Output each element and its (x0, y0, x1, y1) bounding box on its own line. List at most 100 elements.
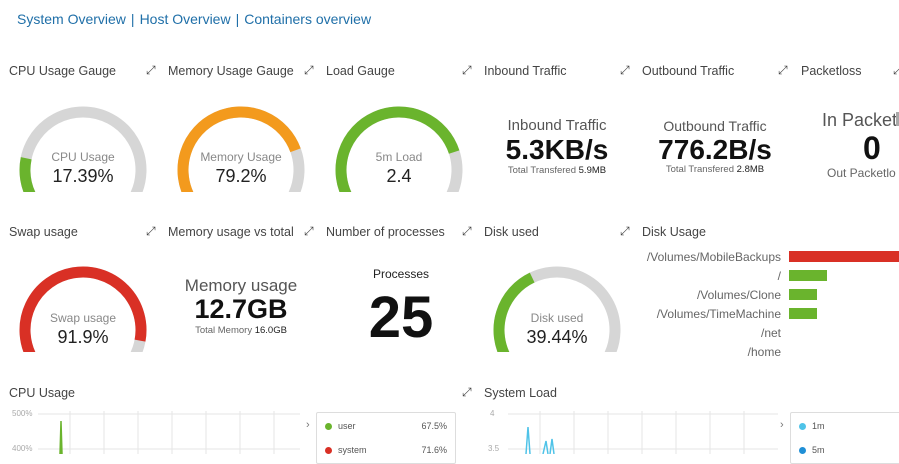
disk-usage-bar (789, 270, 827, 281)
processes-title: Processes (372, 267, 430, 281)
legend-value: 67.5% (421, 421, 447, 431)
panel-title-disk-usage: Disk Usage (642, 225, 706, 239)
expand-icon[interactable]: ⤢ (462, 385, 472, 399)
expand-icon[interactable]: ⤢ (778, 63, 788, 77)
total-label: Total Memory (195, 325, 253, 336)
panel-title-cpu-gauge: CPU Usage Gauge (9, 64, 117, 78)
expand-icon[interactable]: ⤢ (304, 63, 314, 77)
dashboard-nav: System Overview | Host Overview | Containers… (17, 11, 371, 27)
panel-title-processes: Number of processes (326, 225, 445, 239)
disk-usage-label: / (777, 269, 781, 283)
disk-used-gauge (493, 266, 621, 352)
load-legend: 1m 5m (790, 412, 899, 464)
memtotal-value: 12.7GB (194, 294, 288, 324)
expand-icon[interactable]: ⤢ (893, 63, 899, 77)
legend-dot (325, 423, 332, 431)
panel-title-outbound: Outbound Traffic (642, 64, 735, 78)
panel-title-disk-used: Disk used (484, 225, 539, 239)
packetloss-title: In Packetlo (822, 110, 899, 130)
cpu-spike-line (59, 420, 63, 454)
cpu-usage-gauge (19, 106, 147, 192)
expand-icon[interactable]: ⤢ (620, 63, 630, 77)
outbound-title: Outbound Traffic (663, 118, 767, 134)
gauge-fill (19, 157, 36, 192)
outbound-total: Total Transfered 2.8MB (642, 164, 788, 175)
gauge-label: 5m Load (375, 150, 423, 164)
memtotal-title: Memory usage (184, 276, 298, 295)
disk-usage-bar (789, 308, 817, 319)
y-tick-label: 4 (490, 409, 495, 418)
cpu-usage-plot (38, 411, 300, 454)
packetloss-value: 0 (863, 130, 881, 166)
gauge-label: Swap usage (49, 311, 117, 325)
legend-item: 1m (799, 421, 825, 431)
disk-usage-bar (789, 289, 817, 300)
inbound-value: 5.3KB/s (505, 134, 609, 165)
expand-icon[interactable]: ⤢ (304, 224, 314, 238)
memtotal-total: Total Memory 16.0GB (168, 325, 314, 336)
panel-title-memory-gauge: Memory Usage Gauge (168, 64, 294, 78)
legend-name: 5m (812, 445, 825, 455)
chevron-right-icon[interactable]: › (306, 419, 310, 431)
gauge-fill (493, 272, 535, 352)
panel-title-cpu-usage: CPU Usage (9, 386, 75, 400)
expand-icon[interactable]: ⤢ (620, 224, 630, 238)
nav-separator: | (130, 11, 135, 27)
outbound-value: 776.2B/s (658, 134, 772, 165)
chevron-right-icon[interactable]: › (780, 419, 784, 431)
legend-item: user 67.5% (325, 421, 447, 431)
inbound-title: Inbound Traffic (507, 117, 607, 134)
legend-item: 5m (799, 445, 825, 455)
y-tick-label: 3.5 (488, 444, 500, 453)
expand-icon[interactable]: ⤢ (462, 63, 472, 77)
legend-dot (325, 447, 332, 455)
legend-name: 1m (812, 421, 825, 431)
legend-item: system 71.6% (325, 445, 447, 455)
processes-value: 25 (368, 285, 434, 350)
legend-dot (799, 447, 806, 455)
nav-containers-overview[interactable]: Containers overview (244, 11, 372, 27)
system-load-plot (508, 411, 778, 454)
gauge-value: 79.2% (215, 166, 267, 186)
gauge-fill (19, 266, 147, 352)
disk-usage-bar (789, 251, 899, 262)
disk-usage-label: /Volumes/TimeMachine (656, 307, 781, 321)
gauge-label: CPU Usage (51, 150, 115, 164)
total-value: 16.0GB (254, 325, 287, 336)
gauge-label: Disk used (530, 311, 584, 325)
disk-usage-label: /net (760, 326, 781, 340)
panel-title-system-load: System Load (484, 386, 557, 400)
expand-icon[interactable]: ⤢ (146, 63, 156, 77)
packetloss-out: Out Packetlo (827, 166, 896, 180)
load-gauge (335, 106, 463, 192)
disk-usage-label: /Volumes/Clone (696, 288, 781, 302)
swap-usage-gauge (19, 266, 147, 352)
nav-host-overview[interactable]: Host Overview (139, 11, 231, 27)
panel-title-packetloss: Packetloss (801, 64, 862, 78)
gauge-label: Memory Usage (200, 150, 282, 164)
panel-title-memtotal: Memory usage vs total (168, 225, 294, 239)
total-value: 2.8MB (736, 164, 765, 175)
panel-title-inbound: Inbound Traffic (484, 64, 567, 78)
inbound-total: Total Transfered 5.9MB (484, 165, 630, 176)
gauge-value: 2.4 (386, 166, 412, 186)
total-value: 5.9MB (578, 165, 607, 176)
y-tick-label: 500% (12, 409, 33, 418)
legend-name: user (338, 421, 356, 431)
panel-title-load-gauge: Load Gauge (326, 64, 395, 78)
disk-usage-label: /home (747, 345, 781, 359)
total-label: Total Transfered (665, 164, 734, 175)
nav-system-overview[interactable]: System Overview (17, 11, 126, 27)
memory-usage-gauge (177, 106, 305, 192)
nav-separator: | (235, 11, 240, 27)
disk-usage-label: /Volumes/MobileBackups (646, 250, 781, 264)
scrollbar[interactable] (896, 112, 899, 126)
cpu-legend: user 67.5% system 71.6% (316, 412, 456, 464)
gauge-fill (177, 106, 301, 192)
gauge-value: 39.44% (526, 327, 588, 347)
expand-icon[interactable]: ⤢ (462, 224, 472, 238)
expand-icon[interactable]: ⤢ (146, 224, 156, 238)
gauge-value: 17.39% (52, 166, 114, 186)
gauge-value: 91.9% (57, 327, 109, 347)
load-1m-line (525, 426, 555, 454)
